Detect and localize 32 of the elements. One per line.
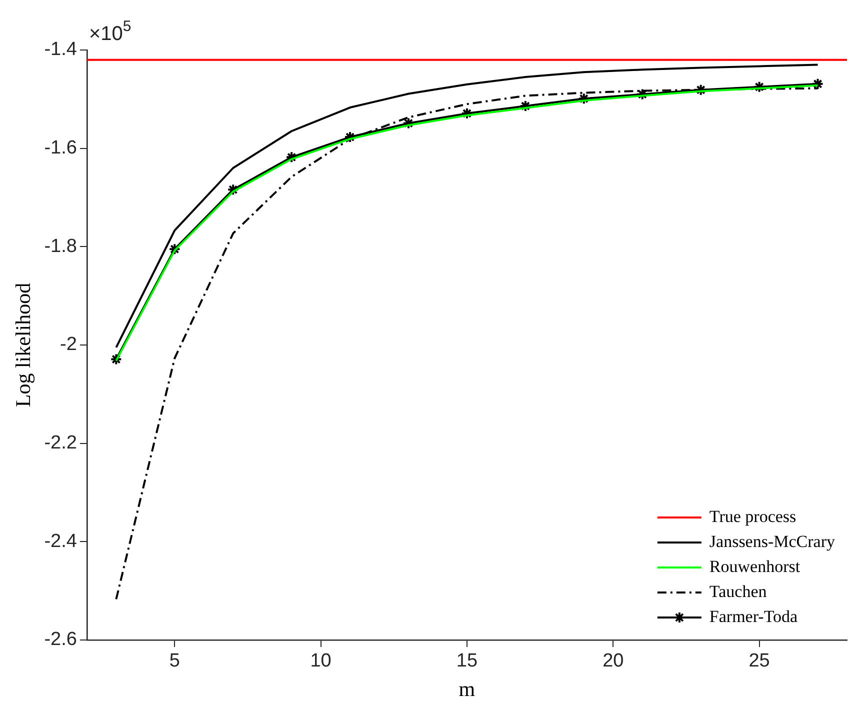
point: [460, 107, 473, 120]
x-tick-label: 5: [169, 650, 180, 672]
x-tick-label: 15: [456, 650, 478, 672]
x-tick-label: 25: [748, 650, 770, 672]
legend-label: Farmer-Toda: [709, 606, 798, 626]
legend-label: True process: [709, 506, 796, 526]
point: [636, 88, 648, 100]
y-tick-label: -2: [60, 334, 77, 356]
point: [402, 117, 415, 130]
y-tick-label: -2.6: [44, 629, 77, 650]
point: [812, 78, 824, 90]
legend-label: Janssens-McCrary: [709, 532, 836, 551]
point: [168, 243, 181, 256]
point: [344, 131, 356, 144]
y-tick-label: -2.2: [44, 432, 77, 454]
y-tick-label: -1.6: [44, 138, 77, 159]
point: [519, 100, 532, 112]
point: [753, 80, 766, 93]
x-tick-label: 20: [602, 650, 624, 672]
point: [694, 84, 707, 96]
point: [286, 151, 298, 164]
legend-label: Rouwenhorst: [709, 556, 800, 576]
y-tick-label: -1.8: [44, 236, 77, 257]
point: [578, 92, 590, 105]
legend-label: Tauchen: [709, 582, 768, 601]
y-tick-label: -1.4: [44, 39, 78, 60]
point: [227, 184, 240, 196]
x-tick-label: 10: [310, 650, 332, 672]
y-tick-label: -2.4: [44, 530, 78, 552]
y-axis-title: Log likelihood: [11, 282, 36, 408]
point: [110, 353, 122, 366]
x-axis-title: m: [458, 676, 476, 701]
